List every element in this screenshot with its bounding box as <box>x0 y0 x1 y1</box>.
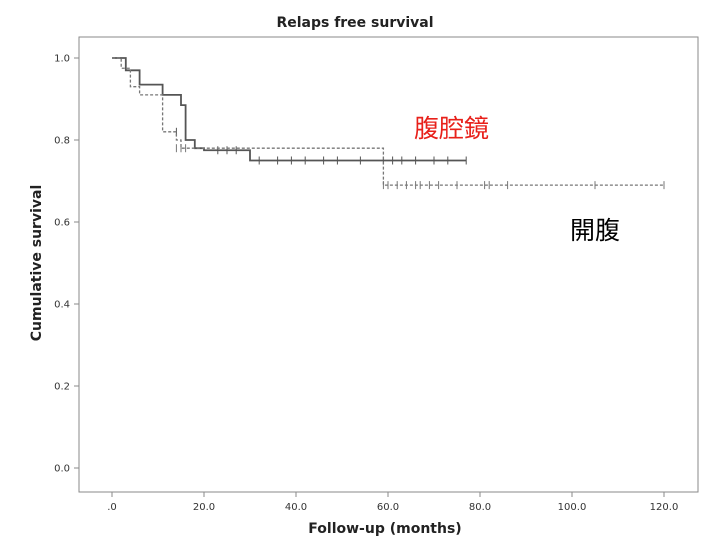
y-tick-label: 0.6 <box>54 218 70 229</box>
annotation-laparoscopic: 腹腔鏡 <box>414 114 489 143</box>
x-axis-title: Follow-up (months) <box>308 521 461 537</box>
annotation-open: 開腹 <box>570 216 620 245</box>
x-tick-label: .0 <box>107 502 117 513</box>
survival-curve <box>112 57 664 186</box>
y-tick-label: 0.8 <box>54 136 70 147</box>
y-tick-label: 1.0 <box>54 54 70 65</box>
y-tick-label: 0.0 <box>54 464 70 475</box>
x-tick-label: 60.0 <box>377 502 399 513</box>
x-tick-label: 40.0 <box>285 502 307 513</box>
series-0 <box>112 57 467 165</box>
y-tick-label: 0.2 <box>54 382 70 393</box>
chart-frame <box>78 36 699 493</box>
y-tick-label: 0.4 <box>54 300 70 311</box>
survival-curve <box>112 57 467 162</box>
x-tick-label: 20.0 <box>193 502 215 513</box>
x-tick-label: 80.0 <box>469 502 491 513</box>
x-tick-label: 120.0 <box>650 502 679 513</box>
series-1 <box>112 57 665 190</box>
x-tick-label: 100.0 <box>558 502 587 513</box>
y-axis-title: Cumulative survival <box>29 185 45 342</box>
plot-area <box>112 57 665 190</box>
axes: .0 20.0 40.0 60.0 80.0 100.0 120.0 0.0 0.2 0.4 0.6… <box>54 54 678 514</box>
chart-title: Relaps free survival <box>276 15 433 31</box>
